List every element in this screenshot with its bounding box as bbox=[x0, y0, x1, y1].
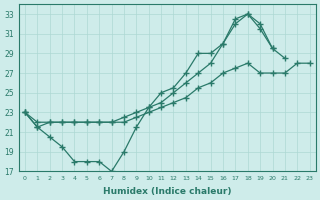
X-axis label: Humidex (Indice chaleur): Humidex (Indice chaleur) bbox=[103, 187, 232, 196]
